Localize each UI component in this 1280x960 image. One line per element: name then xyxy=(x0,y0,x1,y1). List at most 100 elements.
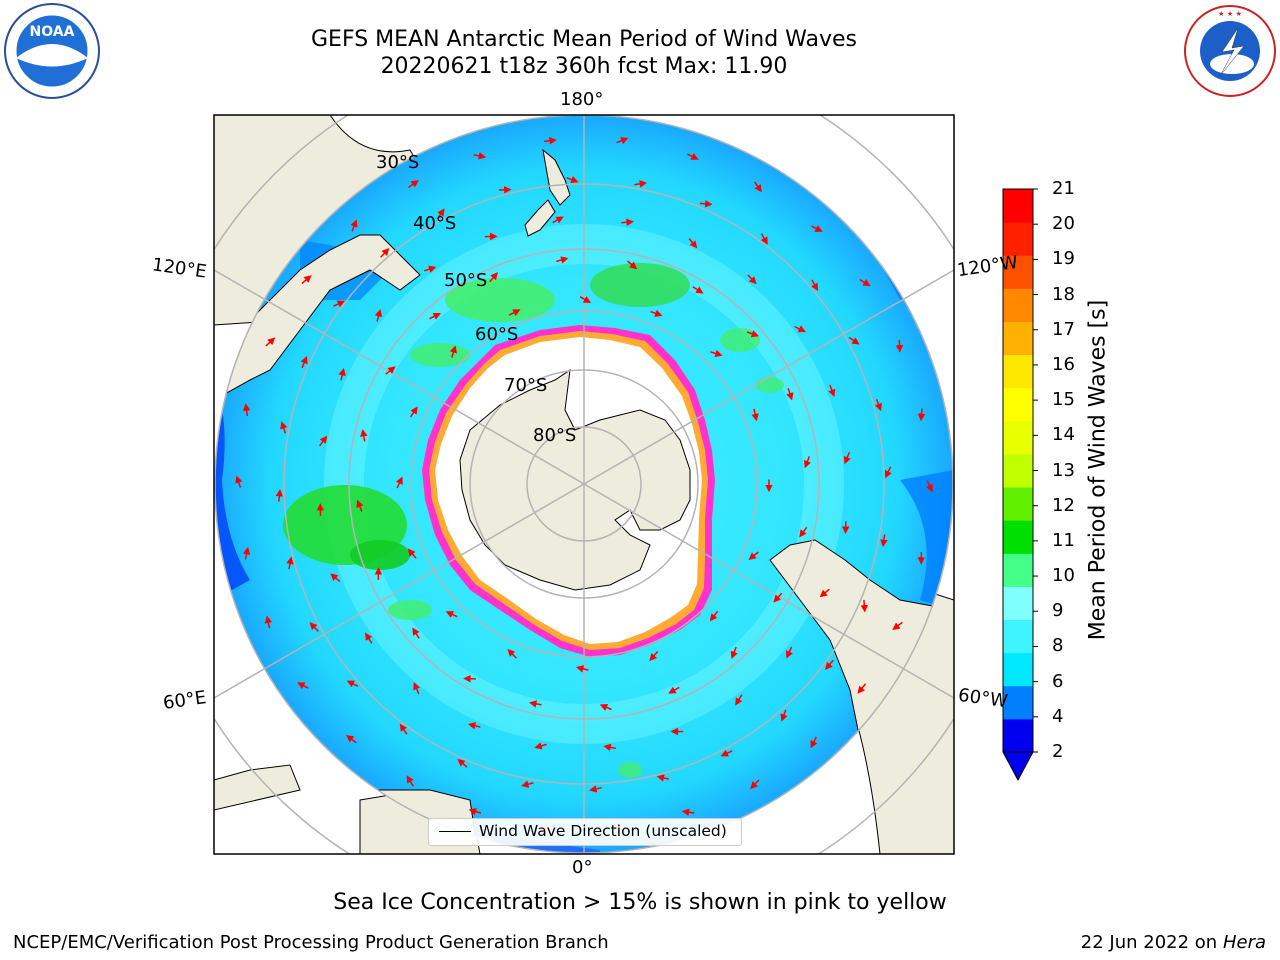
wind-wave-arrow xyxy=(300,356,308,369)
wind-wave-arrow xyxy=(297,682,309,690)
wind-wave-arrow xyxy=(364,632,373,644)
wind-wave-arrow xyxy=(318,435,328,447)
colorbar-segment xyxy=(1003,222,1033,256)
lat-label-50s: 50°S xyxy=(444,270,488,291)
colorbar-segment xyxy=(1003,685,1033,720)
wind-wave-arrow xyxy=(754,181,762,193)
wind-wave-arrow xyxy=(681,808,695,816)
wind-wave-arrow xyxy=(884,466,892,479)
colorbar-segment xyxy=(1003,718,1033,753)
wind-wave-arrow xyxy=(848,336,860,345)
noaa-logo: NOAA xyxy=(4,3,100,99)
wind-wave-arrow xyxy=(473,152,487,160)
colorbar-tick-label: 14 xyxy=(1052,424,1075,446)
wind-wave-arrow xyxy=(544,137,557,145)
wind-wave-arrow xyxy=(828,384,836,398)
colorbar-tick-label: 4 xyxy=(1052,705,1064,727)
colorbar-segment xyxy=(1003,420,1033,455)
wind-wave-arrow xyxy=(449,345,457,358)
wind-wave-arrow xyxy=(407,548,417,559)
wind-wave-arrow xyxy=(819,588,830,598)
wind-wave-arrow xyxy=(760,233,768,245)
wind-wave-arrow xyxy=(874,398,882,412)
wind-wave-arrow xyxy=(408,179,419,189)
wind-wave-arrow xyxy=(686,153,699,160)
wind-wave-arrow xyxy=(720,749,733,757)
colorbar-tick-label: 12 xyxy=(1052,494,1075,516)
wind-wave-arrow xyxy=(746,330,760,338)
wind-wave-arrow xyxy=(811,279,818,291)
colorbar-tick-label: 19 xyxy=(1052,248,1075,270)
lat-label-80s: 80°S xyxy=(533,425,577,446)
colorbar-tick-label: 16 xyxy=(1052,353,1075,375)
wind-wave-arrow xyxy=(825,659,834,670)
wind-wave-arrow xyxy=(445,611,458,618)
wind-wave-arrow xyxy=(507,649,517,659)
wind-wave-arrow xyxy=(412,627,420,639)
lon-label-0: 0° xyxy=(572,857,593,878)
wind-wave-arrow xyxy=(786,646,793,659)
nws-logo: ★ ★ ★ xyxy=(1184,5,1276,97)
wind-wave-arrow xyxy=(356,499,364,512)
svg-text:★ ★ ★: ★ ★ ★ xyxy=(1218,10,1242,18)
wind-wave-arrow xyxy=(275,488,284,502)
colorbar-extend-triangle xyxy=(1002,751,1034,782)
wind-wave-arrow xyxy=(399,723,408,735)
wind-wave-arrow xyxy=(603,743,616,752)
wind-wave-arrow xyxy=(467,722,481,730)
wind-wave-arrow xyxy=(730,646,738,660)
lon-label-180: 180° xyxy=(560,89,604,110)
wind-wave-arrow xyxy=(786,388,794,401)
wind-wave-arrow xyxy=(374,308,383,322)
wind-wave-arrow xyxy=(508,309,521,317)
wind-wave-arrow xyxy=(857,683,867,694)
sea-ice-note: Sea Ice Concentration > 15% is shown in … xyxy=(333,890,947,915)
wind-wave-arrow xyxy=(688,238,698,249)
wind-wave-arrow xyxy=(242,546,251,560)
wind-wave-arrow xyxy=(242,403,251,417)
wind-wave-arrow xyxy=(529,700,542,708)
wind-wave-arrow xyxy=(803,456,811,469)
wind-wave-arrow xyxy=(751,408,759,422)
wind-wave-arrow xyxy=(649,651,659,662)
wind-wave-arrow xyxy=(668,686,680,694)
wind-wave-arrow xyxy=(780,709,788,722)
colorbar-tick-label: 18 xyxy=(1052,283,1075,305)
lat-label-40s: 40°S xyxy=(413,213,457,234)
wind-wave-arrow xyxy=(579,296,592,304)
wind-wave-arrow xyxy=(457,758,468,768)
wind-wave-arrow xyxy=(552,216,564,224)
wind-wave-arrow xyxy=(575,665,589,673)
wind-wave-arrow xyxy=(423,265,437,273)
wind-wave-arrow xyxy=(395,476,403,489)
noaa-logo-text: NOAA xyxy=(30,24,75,40)
wind-wave-arrow xyxy=(811,225,823,232)
wind-wave-arrow xyxy=(599,704,612,711)
wind-wave-arrow xyxy=(301,275,312,285)
chart-subtitle: 20220621 t18z 360h fcst Max: 11.90 xyxy=(380,54,788,79)
wind-wave-arrow xyxy=(794,325,806,333)
wind-wave-arrow xyxy=(656,774,670,782)
wind-wave-arrow xyxy=(621,218,634,226)
wind-wave-arrow xyxy=(709,610,719,622)
wind-wave-arrow xyxy=(616,137,629,145)
wind-wave-arrow xyxy=(333,300,345,308)
colorbar-tick-label: 21 xyxy=(1052,178,1075,199)
wind-wave-arrow xyxy=(350,219,358,232)
wind-wave-arrow xyxy=(286,556,294,570)
wind-wave-arrow xyxy=(859,278,871,287)
wind-wave-arrow xyxy=(235,475,243,488)
wind-wave-arrow xyxy=(692,286,704,294)
wind-wave-arrow xyxy=(556,256,569,264)
wind-wave-arrow xyxy=(346,680,359,688)
colorbar-tick-label: 8 xyxy=(1052,635,1064,657)
wind-wave-arrow xyxy=(406,775,414,787)
wind-wave-arrow xyxy=(385,366,396,375)
wind-wave-arrow xyxy=(747,274,757,285)
colorbar-segment xyxy=(1003,453,1033,488)
wind-wave-arrow xyxy=(589,785,602,793)
wind-wave-arrow xyxy=(925,480,933,493)
colorbar-segment xyxy=(1003,189,1033,223)
colorbar-label: Mean Period of Wind Waves [s] xyxy=(1085,299,1111,641)
wind-wave-arrow xyxy=(566,176,579,184)
